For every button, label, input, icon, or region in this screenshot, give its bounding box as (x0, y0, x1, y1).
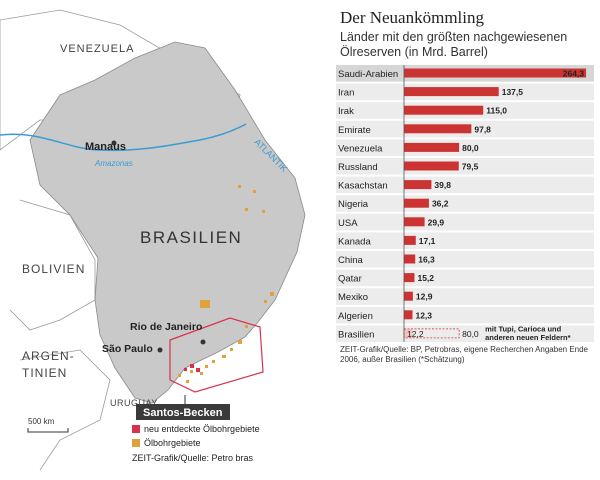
value-label: 36,2 (432, 199, 449, 209)
label-venezuela: VENEZUELA (60, 43, 134, 55)
category-label: Algerien (338, 311, 373, 322)
label-santos: Santos-Becken (143, 407, 223, 419)
value-label: 15,2 (417, 273, 434, 283)
santos-label-box (136, 404, 230, 420)
category-label: Kasachstan (338, 181, 388, 192)
scale-bar (27, 428, 69, 433)
value-label: 29,9 (428, 217, 445, 227)
legend-new-fields: neu entdeckte Ölbohrgebiete (132, 424, 260, 434)
oil-reserves-bar-chart: Saudi-Arabien 264,3 Iran 137,5 Irak 115,0 Emir… (336, 65, 594, 342)
chart-footnote: ZEIT-Grafik/Quelle: BP, Petrobras, eigen… (340, 345, 588, 364)
brazil-shape (29, 41, 306, 404)
chart-title: Der Neuankömmling (340, 8, 484, 27)
estimate-note: mit Tupi, Carioca und (485, 324, 562, 333)
category-label: Qatar (338, 274, 362, 285)
bar (404, 87, 499, 97)
row-band (336, 288, 594, 305)
row-band (336, 139, 594, 156)
label-saopaulo: São Paulo (102, 343, 153, 355)
scale-label: 500 km (28, 417, 55, 426)
label-brasilien: BRASILIEN (140, 228, 242, 247)
estimate-value-label: 80,0 (462, 329, 479, 339)
category-label: Iran (338, 88, 354, 99)
label-bolivien: BOLIVIEN (22, 262, 85, 276)
category-label: Emirate (338, 125, 371, 136)
category-label: Saudi-Arabien (338, 69, 398, 80)
label-manaus: Manaus (85, 141, 126, 153)
row-band (336, 158, 594, 175)
bar (404, 291, 413, 301)
label-amazonas: Amazonas (94, 159, 133, 168)
value-label: 115,0 (486, 106, 507, 116)
value-label: 16,3 (418, 255, 435, 265)
legend-label-new: neu entdeckte Ölbohrgebiete (144, 424, 260, 434)
legend-swatch-red (132, 425, 140, 433)
legend-oil-fields: Ölbohrgebiete (132, 438, 201, 448)
chart-subtitle: Länder mit den größten nachgewiesenen Öl… (340, 30, 568, 59)
label-argentinien-1: ARGEN- (22, 349, 75, 363)
value-label: 12,3 (415, 310, 432, 320)
bar (404, 254, 416, 264)
bar (404, 310, 413, 320)
new-oil-fields (184, 364, 200, 372)
bar (404, 273, 415, 283)
category-label: China (338, 255, 364, 266)
row-band (336, 195, 594, 212)
bar (404, 161, 459, 171)
bar (404, 328, 413, 338)
row-band (336, 232, 594, 249)
manaus-dot (111, 140, 117, 146)
category-label: Mexiko (338, 292, 368, 303)
label-rio: Rio de Janeiro (130, 321, 202, 333)
label-uruguay: URUGUAY (110, 398, 158, 408)
legend-swatch-orange (132, 439, 140, 447)
bar (404, 217, 425, 227)
value-label: 80,0 (462, 143, 479, 153)
value-label: 97,8 (474, 124, 491, 134)
value-label: 12,9 (416, 292, 433, 302)
label-argentinien-2: TINIEN (22, 366, 67, 380)
brazil-map: VENEZUELA Manaus Amazonas ATLANTIK BRASI… (0, 9, 306, 471)
oil-fields (178, 185, 274, 383)
bar (404, 180, 432, 190)
bar (404, 124, 472, 134)
row-band (336, 251, 594, 268)
category-label: Brasilien (338, 329, 374, 340)
border-argentina (19, 349, 111, 471)
row-band (336, 306, 594, 324)
bar (404, 105, 484, 115)
legend-label-oil: Ölbohrgebiete (144, 438, 201, 448)
category-label: Irak (338, 106, 354, 117)
category-label: USA (338, 218, 358, 229)
estimate-note: anderen neuen Feldern* (485, 333, 571, 342)
rio-dot (200, 339, 206, 345)
category-label: Kanada (338, 236, 371, 247)
bar (404, 235, 416, 245)
value-label: 39,8 (434, 180, 451, 190)
row-band (336, 269, 594, 287)
bar (404, 68, 587, 78)
bar (404, 198, 429, 208)
value-label: 79,5 (462, 162, 479, 172)
value-label: 137,5 (502, 87, 524, 97)
bar (404, 142, 460, 152)
value-label: 264,3 (563, 69, 585, 79)
row-band (336, 213, 594, 231)
amazon-river (0, 123, 247, 152)
value-label: 12,2 (407, 329, 424, 339)
row-band (336, 325, 594, 342)
category-label: Venezuela (338, 143, 383, 154)
map-source: ZEIT-Grafik/Quelle: Petro bras (132, 453, 254, 463)
value-label: 17,1 (419, 236, 436, 246)
row-band (336, 176, 594, 194)
category-label: Russland (338, 162, 378, 173)
santos-basin-outline (169, 317, 264, 393)
saopaulo-dot (157, 347, 163, 353)
category-label: Nigeria (338, 199, 369, 210)
